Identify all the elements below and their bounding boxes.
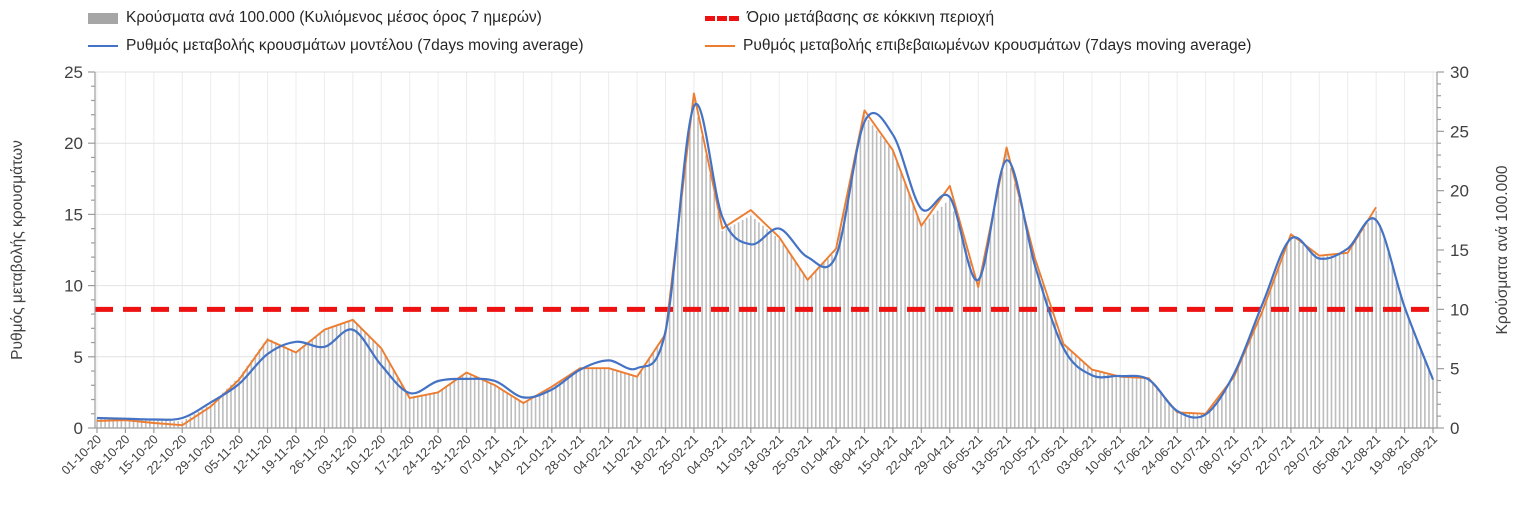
right-axis-tick-label: 30 — [1450, 63, 1469, 82]
bar-swatch-icon — [88, 12, 118, 24]
legend-label-confirmed-line: Ρυθμός μεταβολής επιβεβαιωμένων κρουσμάτ… — [743, 37, 1252, 54]
right-axis-tick-label: 15 — [1450, 241, 1469, 260]
blue-line-swatch-icon — [88, 45, 118, 47]
legend-item-confirmed-line: Ρυθμός μεταβολής επιβεβαιωμένων κρουσμάτ… — [705, 37, 1251, 55]
legend-label-cases-bars: Κρούσματα ανά 100.000 (Κυλιόμενος μέσος … — [126, 9, 542, 26]
legend-item-cases-bars: Κρούσματα ανά 100.000 (Κυλιόμενος μέσος … — [88, 9, 705, 27]
right-axis-tick-label: 5 — [1450, 360, 1459, 379]
left-axis-tick-label: 20 — [64, 134, 83, 153]
legend-label-model-line: Ρυθμός μεταβολής κρουσμάτων μοντέλου (7d… — [126, 37, 584, 54]
left-axis-title: Ρυθμός μεταβολής κρουσμάτων — [9, 140, 26, 360]
left-axis-tick-label: 0 — [74, 419, 83, 438]
left-axis-tick-label: 15 — [64, 205, 83, 224]
right-axis-tick-label: 25 — [1450, 122, 1469, 141]
left-axis-tick-label: 5 — [74, 348, 83, 367]
red-dash-swatch-icon — [705, 15, 739, 21]
legend-item-threshold: Όριο μετάβασης σε κόκκινη περιοχή — [705, 9, 994, 27]
left-axis-tick-label: 10 — [64, 277, 83, 296]
legend-item-model-line: Ρυθμός μεταβολής κρουσμάτων μοντέλου (7d… — [88, 37, 705, 55]
model-rate-line — [96, 102, 1435, 421]
right-axis-tick-label: 20 — [1450, 182, 1469, 201]
legend-label-threshold: Όριο μετάβασης σε κόκκινη περιοχή — [747, 9, 995, 26]
right-axis-title: Κρούσματα ανά 100.000 — [1494, 165, 1511, 334]
right-axis-tick-label: 0 — [1450, 419, 1459, 438]
chart-legend: Κρούσματα ανά 100.000 (Κυλιόμενος μέσος … — [0, 4, 1527, 60]
legend-row-1: Κρούσματα ανά 100.000 (Κυλιόμενος μέσος … — [0, 4, 1527, 32]
orange-line-swatch-icon — [705, 45, 735, 47]
left-axis-tick-label: 25 — [64, 63, 83, 82]
right-axis-tick-label: 10 — [1450, 300, 1469, 319]
legend-row-2: Ρυθμός μεταβολής κρουσμάτων μοντέλου (7d… — [0, 32, 1527, 60]
